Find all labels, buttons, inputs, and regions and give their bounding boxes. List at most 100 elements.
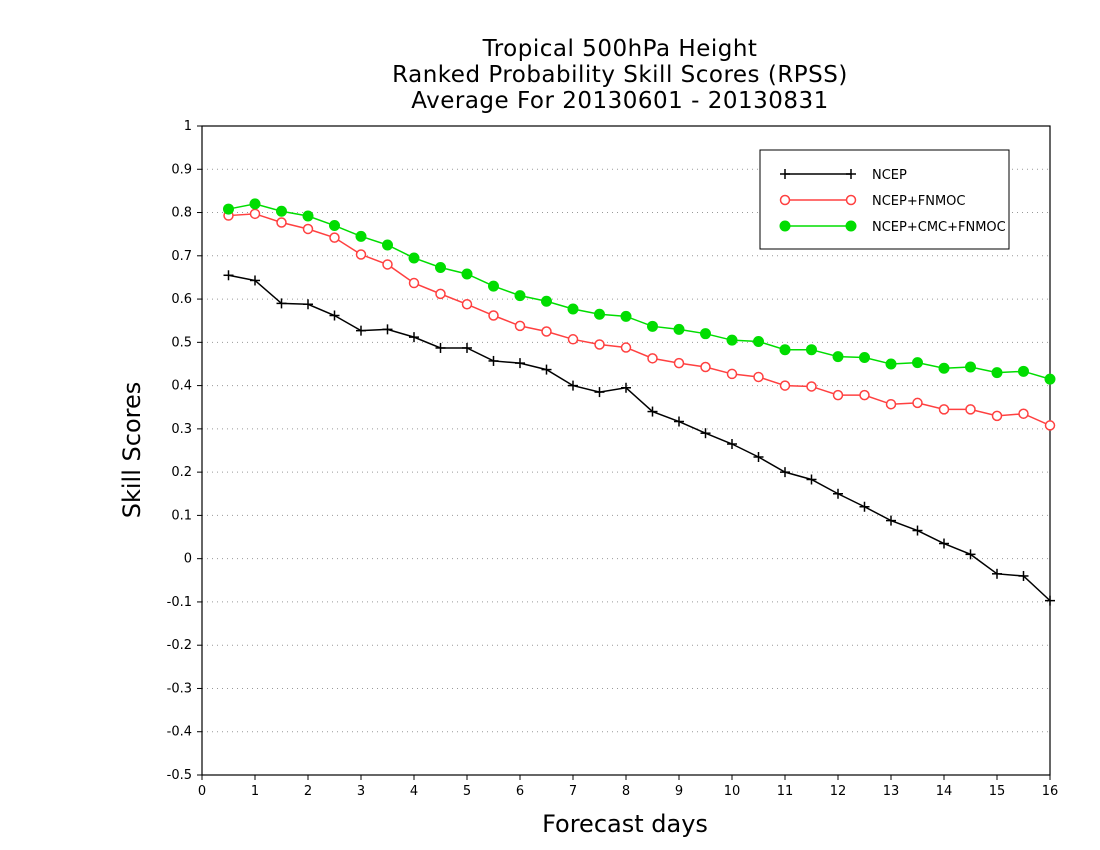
x-tick-label: 10	[724, 784, 741, 799]
series-layer	[223, 198, 1056, 606]
data-point-ncep-cmc-fnmoc	[594, 308, 605, 320]
data-point-ncep-cmc-fnmoc	[700, 328, 711, 340]
legend-item-ncep-fnmoc: NCEP+FNMOC	[779, 194, 965, 209]
data-point-ncep-fnmoc	[885, 398, 897, 410]
data-point-ncep	[409, 332, 419, 343]
y-tick-label: 0.6	[171, 292, 192, 307]
data-point-ncep-cmc-fnmoc	[1044, 373, 1056, 385]
x-tick-label: 4	[410, 784, 418, 799]
data-point-ncep	[435, 342, 446, 353]
data-point-ncep	[515, 358, 525, 369]
data-point-ncep-cmc-fnmoc	[276, 205, 287, 217]
data-point-ncep	[1018, 570, 1029, 581]
data-point-ncep	[250, 275, 260, 286]
x-tick-label: 1	[251, 784, 259, 799]
data-point-ncep	[594, 387, 605, 398]
legend-marker	[779, 194, 791, 206]
data-point-ncep	[621, 382, 631, 393]
data-point-ncep-fnmoc	[276, 217, 287, 228]
data-point-ncep-fnmoc	[806, 381, 817, 392]
legend-label: NCEP+FNMOC	[872, 194, 965, 209]
data-point-ncep-cmc-fnmoc	[488, 280, 499, 292]
legend-item-ncep-cmc-fnmoc: NCEP+CMC+FNMOC	[779, 220, 1006, 235]
data-point-ncep-fnmoc	[488, 310, 499, 321]
y-tick-label: 0.8	[171, 206, 192, 221]
data-point-ncep-fnmoc	[382, 259, 393, 270]
y-tick-label: -0.4	[167, 725, 192, 740]
data-point-ncep-fnmoc	[1018, 408, 1029, 419]
data-point-ncep-fnmoc	[673, 357, 685, 369]
data-point-ncep-fnmoc	[594, 339, 605, 350]
data-point-ncep-fnmoc	[249, 208, 261, 220]
data-point-ncep	[886, 515, 896, 526]
data-point-ncep-cmc-fnmoc	[885, 358, 897, 370]
data-point-ncep	[939, 538, 949, 549]
data-point-ncep-fnmoc	[753, 371, 764, 383]
data-point-ncep-fnmoc	[620, 342, 632, 353]
series-line-ncep	[228, 274, 1051, 602]
y-axis-title: Skill Scores	[118, 382, 146, 519]
legend-label: NCEP	[872, 168, 907, 183]
x-tick-label: 8	[622, 784, 630, 799]
data-point-ncep	[541, 364, 552, 375]
data-point-ncep	[356, 325, 366, 336]
x-axis-title: Forecast days	[542, 810, 708, 838]
data-point-ncep-fnmoc	[514, 320, 526, 332]
x-tick-label: 11	[777, 784, 794, 799]
data-point-ncep	[992, 568, 1002, 579]
y-tick-label: 0.4	[171, 379, 192, 394]
x-tick-label: 3	[357, 784, 365, 799]
data-point-ncep	[276, 298, 287, 309]
y-tick-label: -0.3	[167, 681, 192, 696]
data-point-ncep-fnmoc	[329, 232, 340, 243]
y-tick-label: 0.2	[171, 465, 192, 480]
chart-title-line-1: Tropical 500hPa Height	[482, 36, 758, 62]
data-point-ncep-fnmoc	[832, 389, 844, 401]
chart-subtitle: Average For 20130601 - 20130831	[411, 88, 829, 114]
y-tick-label: 1	[184, 119, 192, 134]
data-point-ncep	[647, 406, 658, 417]
data-point-ncep-cmc-fnmoc	[779, 344, 791, 356]
data-point-ncep-cmc-fnmoc	[991, 367, 1003, 379]
series-ncep	[223, 270, 1055, 606]
data-point-ncep	[727, 439, 737, 450]
y-tick-label: 0.1	[171, 508, 192, 523]
data-point-ncep-fnmoc	[302, 223, 314, 235]
series-ncep-cmc-fnmoc	[223, 198, 1056, 385]
data-point-ncep	[965, 549, 976, 560]
x-tick-label: 14	[936, 784, 953, 799]
data-point-ncep	[568, 380, 578, 391]
data-point-ncep-fnmoc	[938, 404, 950, 415]
data-point-ncep-cmc-fnmoc	[726, 334, 738, 346]
data-point-ncep-cmc-fnmoc	[673, 323, 685, 335]
data-point-ncep-fnmoc	[647, 353, 658, 364]
data-point-ncep-cmc-fnmoc	[912, 357, 923, 369]
data-point-ncep	[674, 416, 684, 427]
data-point-ncep	[303, 299, 313, 310]
legend-marker	[846, 169, 856, 179]
data-point-ncep-fnmoc	[700, 361, 711, 373]
x-tick-label: 9	[675, 784, 683, 799]
data-point-ncep-fnmoc	[541, 326, 552, 337]
data-point-ncep-cmc-fnmoc	[1018, 365, 1029, 377]
x-tick-label: 0	[198, 784, 206, 799]
data-point-ncep-fnmoc	[779, 380, 791, 391]
x-tick-label: 5	[463, 784, 471, 799]
y-tick-label: 0.7	[171, 249, 192, 264]
y-tick-label: -0.1	[167, 595, 192, 610]
data-point-ncep-fnmoc	[567, 334, 579, 345]
data-point-ncep-cmc-fnmoc	[567, 303, 579, 315]
data-point-ncep	[382, 324, 393, 335]
data-point-ncep	[488, 355, 499, 366]
data-point-ncep-fnmoc	[435, 288, 446, 300]
data-point-ncep	[329, 310, 340, 321]
y-axis: 1 0.9 0.8 0.7 0.6 0.5 0.4 0.3 0.2 0.1 0 -0.1 -0.2 -0.…	[167, 119, 202, 783]
data-point-ncep-cmc-fnmoc	[408, 252, 420, 264]
data-point-ncep-cmc-fnmoc	[223, 203, 234, 215]
data-point-ncep-fnmoc	[912, 397, 923, 409]
data-point-ncep-cmc-fnmoc	[620, 310, 632, 322]
legend-marker	[779, 220, 791, 232]
data-point-ncep-cmc-fnmoc	[514, 290, 526, 302]
x-tick-label: 15	[989, 784, 1006, 799]
